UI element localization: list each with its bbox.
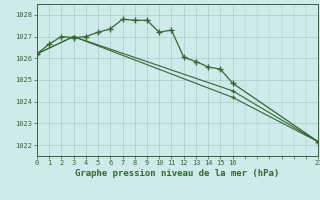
X-axis label: Graphe pression niveau de la mer (hPa): Graphe pression niveau de la mer (hPa) (76, 169, 280, 178)
